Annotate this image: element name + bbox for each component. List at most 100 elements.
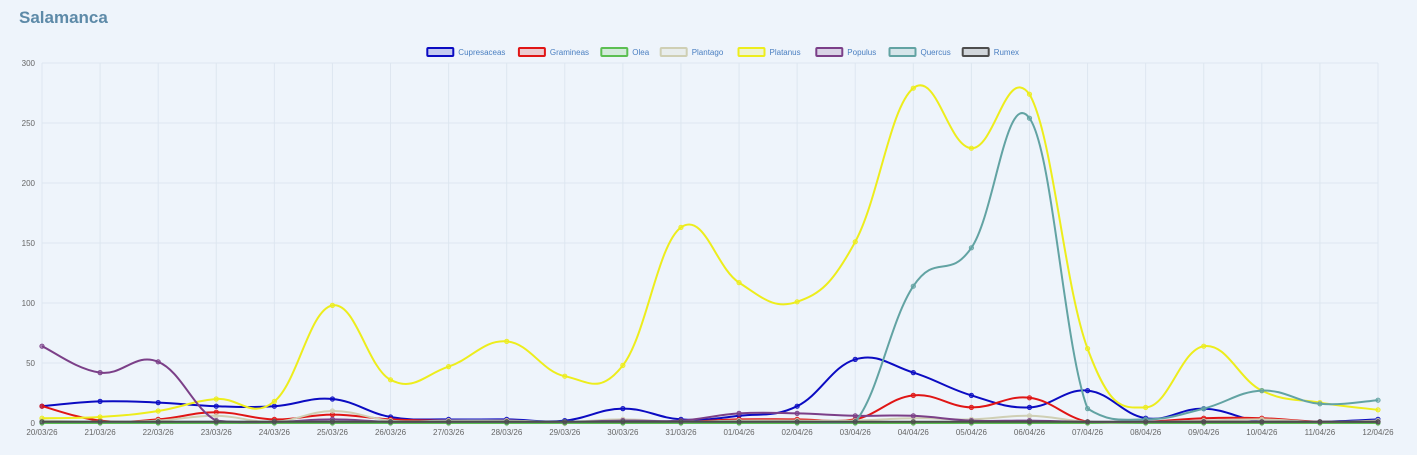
data-point xyxy=(852,239,858,245)
y-tick-label: 100 xyxy=(22,299,36,308)
legend-label: Plantago xyxy=(692,48,724,57)
data-point xyxy=(97,414,103,420)
x-tick-label: 08/04/26 xyxy=(1130,428,1162,437)
data-point xyxy=(155,419,161,425)
data-point xyxy=(39,343,45,349)
data-point xyxy=(97,398,103,404)
data-point xyxy=(1084,387,1091,394)
data-point xyxy=(271,398,277,404)
data-point xyxy=(504,419,510,425)
data-point xyxy=(910,369,916,376)
x-tick-label: 26/03/26 xyxy=(375,428,407,437)
legend-swatch xyxy=(426,47,455,57)
x-tick-label: 02/04/26 xyxy=(782,428,814,437)
data-point xyxy=(620,362,626,368)
data-point xyxy=(910,392,916,398)
y-tick-label: 200 xyxy=(22,179,36,188)
data-point xyxy=(446,419,452,425)
data-point xyxy=(1201,343,1207,349)
data-point xyxy=(1026,395,1033,401)
series-rumex xyxy=(39,419,1381,425)
data-point xyxy=(387,377,394,383)
data-point xyxy=(562,373,568,379)
data-point xyxy=(1026,413,1033,419)
data-point xyxy=(1201,419,1207,425)
chart-series xyxy=(39,84,1381,426)
data-point xyxy=(155,399,161,406)
series-platanus xyxy=(39,84,1381,421)
y-tick-label: 250 xyxy=(22,119,36,128)
x-tick-label: 20/03/26 xyxy=(26,428,58,437)
data-point xyxy=(1317,419,1323,425)
x-tick-label: 11/04/26 xyxy=(1305,428,1336,437)
legend-swatch xyxy=(517,47,546,57)
legend-swatch xyxy=(659,47,688,57)
data-point xyxy=(1143,404,1149,410)
x-tick-label: 29/03/26 xyxy=(549,428,581,437)
data-point xyxy=(1375,407,1381,413)
data-point xyxy=(504,338,510,344)
y-tick-label: 0 xyxy=(31,419,36,428)
data-point xyxy=(97,369,103,376)
data-point xyxy=(213,419,219,425)
y-tick-label: 50 xyxy=(26,359,35,368)
x-tick-label: 12/04/26 xyxy=(1362,428,1394,437)
y-axis: 0 50 100 150 200 250 300 xyxy=(22,59,36,428)
x-tick-label: 21/03/26 xyxy=(85,428,117,437)
legend-label: Platanus xyxy=(770,48,801,57)
data-point xyxy=(794,419,800,425)
data-point xyxy=(910,85,916,91)
legend-item-quercus: Quercus xyxy=(888,47,951,57)
data-point xyxy=(1084,405,1091,412)
x-tick-label: 05/04/26 xyxy=(956,428,988,437)
legend-item-plantago: Plantago xyxy=(659,47,724,57)
data-point xyxy=(213,396,219,402)
x-tick-label: 24/03/26 xyxy=(259,428,291,437)
data-point xyxy=(1026,115,1033,121)
legend-item-platanus: Platanus xyxy=(737,47,801,57)
data-point xyxy=(910,283,916,289)
data-point xyxy=(736,279,742,286)
x-tick-label: 01/04/26 xyxy=(723,428,755,437)
data-point xyxy=(1084,345,1091,352)
x-tick-label: 07/04/26 xyxy=(1072,428,1104,437)
x-tick-label: 22/03/26 xyxy=(143,428,175,437)
x-tick-label: 28/03/26 xyxy=(491,428,523,437)
legend-item-gramineas: Gramineas xyxy=(517,47,589,57)
data-point xyxy=(155,408,161,414)
data-point xyxy=(852,356,858,362)
data-point xyxy=(39,403,45,409)
data-point xyxy=(97,419,103,425)
data-point xyxy=(213,403,219,409)
data-point xyxy=(155,359,161,365)
x-tick-label: 06/04/26 xyxy=(1014,428,1046,437)
legend-label: Populus xyxy=(847,48,876,57)
data-point xyxy=(446,363,452,370)
data-point xyxy=(1375,419,1381,425)
data-point xyxy=(852,413,858,419)
series-quercus xyxy=(39,112,1381,425)
legend-label: Gramineas xyxy=(550,48,589,57)
data-point xyxy=(1317,401,1323,407)
page-title: Salamanca xyxy=(19,8,108,27)
legend-label: Quercus xyxy=(921,48,951,57)
data-point xyxy=(387,419,394,425)
legend-swatch xyxy=(600,47,629,57)
data-point xyxy=(852,419,858,425)
data-point xyxy=(968,392,974,398)
data-point xyxy=(1259,387,1265,394)
x-tick-label: 31/03/26 xyxy=(665,428,697,437)
legend-item-populus: Populus xyxy=(815,47,876,57)
x-tick-label: 10/04/26 xyxy=(1246,428,1278,437)
data-point xyxy=(271,419,277,425)
data-point xyxy=(968,245,974,251)
data-point xyxy=(794,403,800,409)
data-point xyxy=(678,224,684,230)
data-point xyxy=(736,419,742,425)
data-point xyxy=(910,413,916,419)
data-point xyxy=(736,410,742,416)
data-point xyxy=(329,419,336,425)
data-point xyxy=(968,419,974,425)
data-point xyxy=(968,404,974,410)
legend-swatch xyxy=(888,47,917,57)
